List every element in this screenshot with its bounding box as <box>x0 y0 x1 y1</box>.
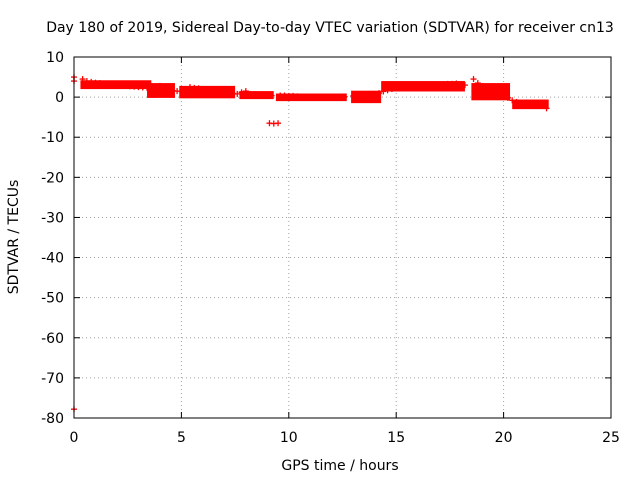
grid <box>74 57 611 418</box>
data-point <box>461 82 468 89</box>
data-point <box>509 97 516 104</box>
data-point <box>393 85 400 92</box>
data-point <box>238 89 245 96</box>
y-tick-label: -30 <box>41 210 64 226</box>
y-tick-label: -80 <box>41 411 64 427</box>
y-tick-label: 10 <box>46 50 64 66</box>
data-point <box>358 94 365 101</box>
data-point <box>539 102 546 109</box>
y-tick-label: -70 <box>41 371 64 387</box>
data-point <box>474 80 481 87</box>
data-point <box>208 87 215 94</box>
data-point <box>543 105 550 112</box>
data-point <box>457 81 464 88</box>
data-point <box>384 87 391 94</box>
data-point <box>88 78 95 85</box>
data-point <box>275 120 282 127</box>
axis-ticks: 10 0 -10 -20 -30 -40 -50 -60 -70 -80 0 5 10 15 20 25 <box>41 50 620 446</box>
y-tick-label: -60 <box>41 331 64 347</box>
data-point <box>388 86 395 93</box>
chart-title: Day 180 of 2019, Sidereal Day-to-day VTE… <box>46 20 614 36</box>
x-tick-label: 20 <box>495 430 513 446</box>
data-point <box>242 88 249 95</box>
data-point <box>492 91 499 98</box>
data-point <box>363 93 370 100</box>
data-point <box>371 90 378 97</box>
data-point <box>487 90 494 97</box>
data-point <box>500 93 507 100</box>
data-point <box>470 76 477 83</box>
y-tick-label: -40 <box>41 251 64 267</box>
x-tick-label: 5 <box>177 430 186 446</box>
data-point <box>268 92 275 99</box>
x-tick-label: 10 <box>280 430 298 446</box>
data-point <box>367 92 374 99</box>
data-point <box>234 90 241 97</box>
data-point <box>221 89 228 96</box>
data-point <box>199 86 206 93</box>
x-tick-label: 15 <box>387 430 405 446</box>
data-point <box>182 88 189 95</box>
data-point <box>483 88 490 95</box>
data-point <box>517 100 524 107</box>
data-point <box>496 92 503 99</box>
data-point <box>186 84 193 91</box>
data-band <box>381 81 465 92</box>
data-point <box>156 82 163 89</box>
y-tick-label: -10 <box>41 130 64 146</box>
x-axis-label: GPS time / hours <box>281 458 398 474</box>
data-point <box>380 88 387 95</box>
data-point <box>479 84 486 91</box>
data-point <box>513 98 520 105</box>
data-point <box>204 86 211 93</box>
data-point <box>79 76 86 83</box>
y-axis-label: SDTVAR / TECUs <box>6 180 22 295</box>
x-tick-label: 0 <box>70 430 79 446</box>
plot-frame <box>73 56 612 419</box>
y-tick-label: -20 <box>41 170 64 186</box>
data-point <box>144 84 151 91</box>
data-point <box>453 80 460 87</box>
y-tick-label: -50 <box>41 291 64 307</box>
data-point <box>109 81 116 88</box>
data-point <box>376 90 383 97</box>
data-point <box>161 85 168 92</box>
data-point <box>165 86 172 93</box>
data-point <box>341 93 348 100</box>
data-points <box>71 74 550 413</box>
data-point <box>83 78 90 85</box>
data-point <box>152 83 159 90</box>
data-point <box>350 92 357 99</box>
x-tick-label: 25 <box>602 430 620 446</box>
data-point <box>504 94 511 101</box>
data-point <box>195 85 202 92</box>
y-tick-label: 0 <box>55 90 64 106</box>
